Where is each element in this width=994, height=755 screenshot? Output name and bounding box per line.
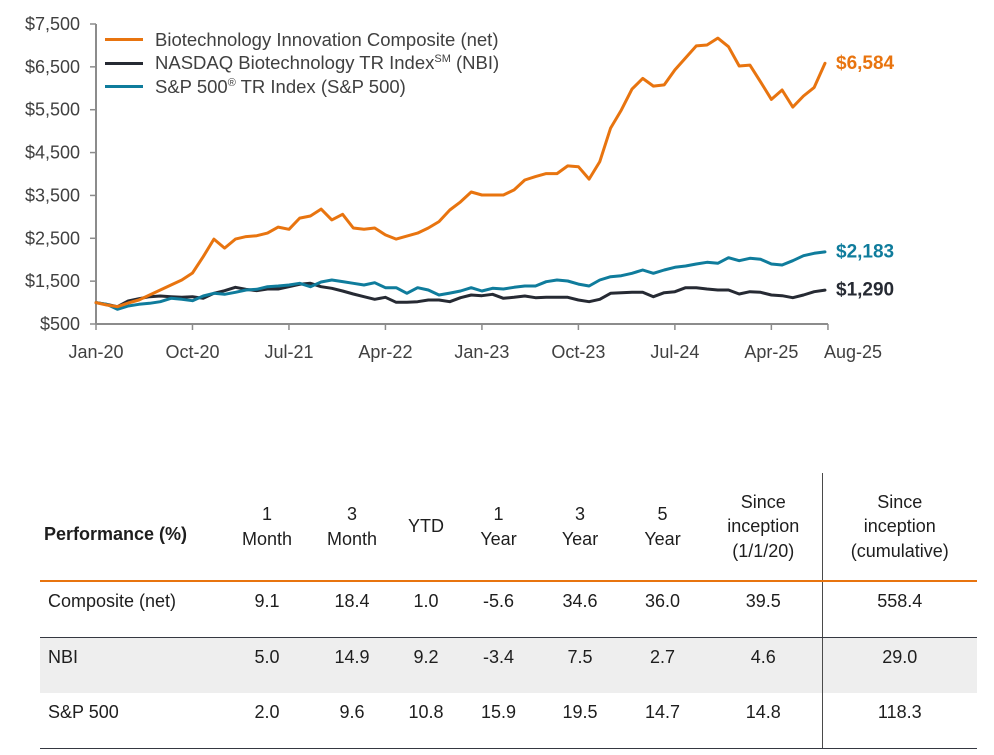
legend-label-nbi: NASDAQ Biotechnology TR IndexSM (NBI) — [155, 52, 500, 74]
table-row-composite: Composite (net) 9.1 18.4 1.0 -5.6 34.6 3… — [40, 581, 977, 638]
cell-since-inception: 14.8 — [705, 693, 822, 749]
legend-swatch-nbi — [105, 61, 143, 65]
header-since-inception: Since inception (1/1/20) — [705, 473, 822, 582]
cell-3-year: 7.5 — [540, 637, 620, 693]
cell-1-year: -5.6 — [457, 581, 540, 638]
cell-since-inception: 4.6 — [705, 637, 822, 693]
x-tick-label: Jan-20 — [68, 342, 123, 362]
cell-3-month: 9.6 — [309, 693, 395, 749]
chart-legend: Biotechnology Innovation Composite (net)… — [105, 28, 499, 99]
table-row-nbi: NBI 5.0 14.9 9.2 -3.4 7.5 2.7 4.6 29.0 — [40, 637, 977, 693]
cell-ytd: 9.2 — [395, 637, 457, 693]
row-label: S&P 500 — [40, 693, 225, 749]
header-1-month: 1 Month — [225, 473, 309, 582]
x-tick-label: Oct-23 — [551, 342, 605, 362]
x-tick-label: Apr-22 — [358, 342, 412, 362]
legend-swatch-composite — [105, 38, 143, 42]
cell-5-year: 14.7 — [620, 693, 705, 749]
x-tick-label: Jul-21 — [264, 342, 313, 362]
performance-table: Performance (%) 1 Month 3 Month YTD 1 Ye… — [40, 473, 977, 749]
cell-1-year: 15.9 — [457, 693, 540, 749]
cell-ytd: 1.0 — [395, 581, 457, 638]
cell-3-year: 19.5 — [540, 693, 620, 749]
cell-1-month: 2.0 — [225, 693, 309, 749]
header-since-inception-cumulative: Since inception (cumulative) — [821, 473, 977, 582]
header-3-year: 3 Year — [540, 473, 620, 582]
performance-table-container: Performance (%) 1 Month 3 Month YTD 1 Ye… — [40, 473, 977, 749]
end-label-nbi: $1,290 — [836, 280, 894, 301]
cell-1-year: -3.4 — [457, 637, 540, 693]
legend-item-nbi: NASDAQ Biotechnology TR IndexSM (NBI) — [105, 52, 499, 76]
header-1-year: 1 Year — [457, 473, 540, 582]
x-tick-label: Aug-25 — [824, 342, 882, 362]
end-value-labels: $1,290 $2,183 $6,584 — [836, 53, 895, 301]
cell-since-inception: 39.5 — [705, 581, 822, 638]
y-tick-label: $1,500 — [25, 271, 80, 291]
legend-item-composite: Biotechnology Innovation Composite (net) — [105, 28, 499, 52]
cell-5-year: 36.0 — [620, 581, 705, 638]
cell-1-month: 9.1 — [225, 581, 309, 638]
legend-label-sp500: S&P 500® TR Index (S&P 500) — [155, 75, 406, 97]
cell-ytd: 10.8 — [395, 693, 457, 749]
y-tick-label: $7,500 — [25, 14, 80, 34]
x-tick-label: Jan-23 — [454, 342, 509, 362]
cell-since-inception-cumulative: 558.4 — [821, 581, 977, 638]
legend-item-sp500: S&P 500® TR Index (S&P 500) — [105, 75, 499, 99]
y-tick-label: $500 — [40, 314, 80, 334]
header-ytd: YTD — [395, 473, 457, 582]
series-line-composite — [94, 36, 827, 309]
x-tick-label: Apr-25 — [744, 342, 798, 362]
cell-since-inception-cumulative: 118.3 — [821, 693, 977, 749]
cell-1-month: 5.0 — [225, 637, 309, 693]
end-label-sp500: $2,183 — [836, 241, 894, 262]
row-label: Composite (net) — [40, 581, 225, 638]
header-5-year: 5 Year — [620, 473, 705, 582]
series-line-sp500 — [94, 250, 827, 311]
cell-5-year: 2.7 — [620, 637, 705, 693]
y-tick-label: $4,500 — [25, 143, 80, 163]
header-performance: Performance (%) — [40, 473, 225, 582]
axes: $500 $1,500 $2,500 $3,500 $4,500 $5,500 $6,500… — [25, 14, 882, 362]
performance-line-chart: $500 $1,500 $2,500 $3,500 $4,500 $5,500 $6,500… — [25, 14, 895, 362]
cell-since-inception-cumulative: 29.0 — [821, 637, 977, 693]
y-tick-label: $3,500 — [25, 185, 80, 205]
header-3-month: 3 Month — [309, 473, 395, 582]
cell-3-month: 14.9 — [309, 637, 395, 693]
cell-3-year: 34.6 — [540, 581, 620, 638]
legend-label-composite: Biotechnology Innovation Composite (net) — [155, 28, 499, 50]
cell-3-month: 18.4 — [309, 581, 395, 638]
legend-swatch-sp500 — [105, 85, 143, 89]
y-tick-label: $5,500 — [25, 100, 80, 120]
y-tick-label: $6,500 — [25, 57, 80, 77]
table-header-row: Performance (%) 1 Month 3 Month YTD 1 Ye… — [40, 473, 977, 582]
y-tick-label: $2,500 — [25, 228, 80, 248]
row-label: NBI — [40, 637, 225, 693]
table-row-sp500: S&P 500 2.0 9.6 10.8 15.9 19.5 14.7 14.8… — [40, 693, 977, 749]
series-lines — [94, 36, 827, 311]
end-label-composite: $6,584 — [836, 53, 895, 74]
x-tick-label: Oct-20 — [165, 342, 219, 362]
x-tick-label: Jul-24 — [650, 342, 699, 362]
